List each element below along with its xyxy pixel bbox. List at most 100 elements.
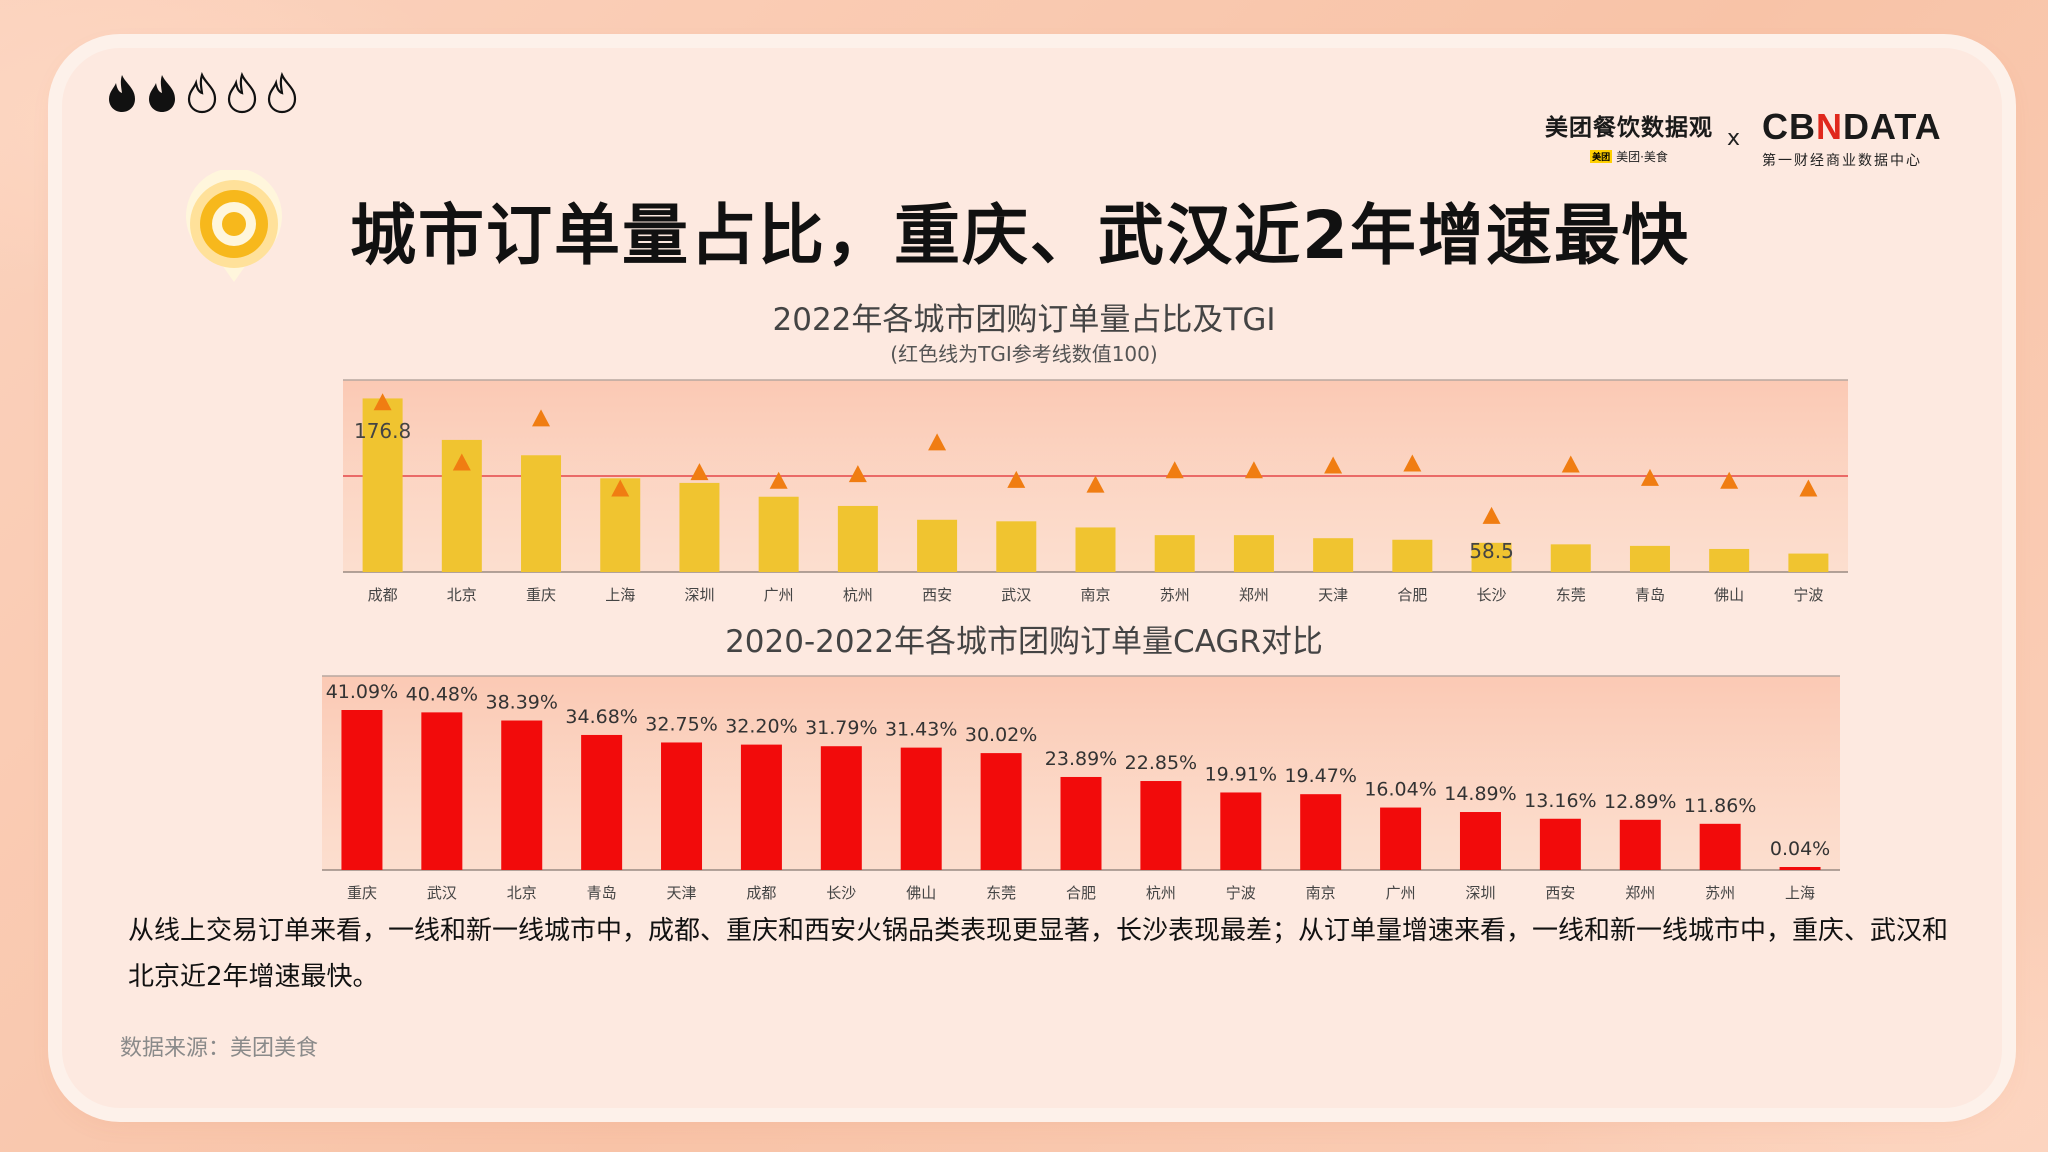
cagr-bar [661,742,703,870]
meituan-logo-icon: 美团 [1590,150,1613,163]
cagr-bar [900,747,942,870]
chart1-tick-label: 广州 [764,586,794,604]
flame-filled-icon [149,75,175,112]
share-bar [996,521,1037,572]
chart2-tick-label: 重庆 [347,884,377,902]
share-bar [1471,542,1512,572]
cagr-bar [1539,818,1581,870]
share-bar [1709,548,1750,572]
cagr-value-label: 11.86% [1684,795,1756,817]
chart1-tick-label: 东莞 [1556,586,1586,604]
share-bar [1233,535,1274,572]
cagr-value-label: 16.04% [1364,779,1436,801]
chart1-tick-label: 成都 [368,586,398,604]
tgi-marker [1640,468,1659,486]
chart1-tick-label: 西安 [922,586,952,604]
cagr-bar [1380,807,1422,870]
cagr-bar [980,753,1022,870]
share-bar [1154,535,1195,572]
cagr-bar [820,746,862,870]
chart1-tick-label: 天津 [1318,586,1348,604]
chart1-tick-label: 青岛 [1635,586,1665,604]
description-text: 从线上交易订单来看，一线和新一线城市中，成都、重庆和西安火锅品类表现更显著，长沙… [128,916,1949,992]
brand-meituan-tag: 美团 美团·美食 [1544,148,1714,165]
chart2-tick-label: 佛山 [906,884,936,902]
share-bar [1629,545,1670,572]
brand-meituan-tag-text: 美团·美食 [1616,150,1668,164]
share-bar [1313,538,1354,572]
chart2-tick-label: 东莞 [986,884,1016,902]
chart2-tick-label: 宁波 [1226,884,1256,902]
chart2-tick-label: 西安 [1545,884,1575,902]
share-bar [1788,553,1829,572]
cagr-bar [1699,823,1741,870]
tgi-marker [1324,456,1343,474]
flame-outline-icon [187,72,217,114]
cagr-value-label: 31.43% [885,719,957,741]
cagr-value-label: 12.89% [1604,791,1676,813]
share-bar [521,455,562,572]
share-bar [362,398,403,572]
share-bar [837,505,878,572]
cagr-value-label: 30.02% [965,724,1037,746]
cagr-value-label: 41.09% [326,681,398,703]
chart2-tick-label: 北京 [507,884,537,902]
cagr-bar [740,744,782,870]
brand-cbndata: CBNDATA 第一财经商业数据中心 [1762,106,1942,170]
chart1-tick-label: 合肥 [1397,586,1427,604]
cagr-value-label: 23.89% [1045,748,1117,770]
tgi-marker [690,463,709,481]
flame-outline-icon [227,72,257,114]
chart1-tick-label: 重庆 [526,586,556,604]
cagr-value-label: 19.91% [1205,763,1277,785]
chart2-tick-label: 苏州 [1705,884,1735,902]
share-bar [679,482,720,572]
tgi-marker [1799,479,1818,497]
brand-meituan: 美团餐饮数据观 美团 美团·美食 [1544,108,1714,165]
brand-meituan-name: 美团餐饮数据观 [1545,115,1713,141]
chart2-title: 2020-2022年各城市团购订单量CAGR对比 [725,624,1323,660]
cagr-bar [1619,819,1661,870]
cagr-bar [1459,812,1501,870]
cagr-value-label: 0.04% [1770,838,1830,860]
tgi-marker [1561,455,1580,473]
chart1-tick-label: 佛山 [1714,586,1744,604]
tgi-marker [1086,475,1105,493]
chart1-tick-label: 杭州 [843,586,873,604]
cagr-value-label: 32.20% [725,716,797,738]
cagr-value-label: 38.39% [486,692,558,714]
content-card [62,48,2002,1108]
tgi-data-label: 58.5 [1469,539,1514,563]
cbndata-logo: CBNDATA [1762,106,1942,147]
chart2-tick-label: 深圳 [1465,884,1495,902]
chart2-tick-label: 武汉 [427,884,457,902]
chart1-tick-label: 长沙 [1477,586,1507,604]
share-bar [917,519,958,572]
cagr-bar [341,710,383,870]
brand-separator: x [1727,126,1741,151]
share-bar [1550,544,1591,572]
tgi-marker [1244,461,1263,479]
tgi-marker [928,433,947,451]
tgi-marker [848,465,867,483]
chart1-tick-label: 宁波 [1793,586,1823,604]
tgi-marker [373,393,392,411]
source-note: 数据来源：美团美食 [120,1036,319,1061]
cagr-value-label: 14.89% [1444,783,1516,805]
tgi-data-label: 176.8 [354,419,411,443]
cagr-bar [1779,867,1821,870]
tgi-marker [1007,470,1026,488]
tgi-marker [769,471,788,489]
page-title: 城市订单量占比，重庆、武汉近2年增速最快 [350,197,1690,274]
chart2-tick-label: 青岛 [587,884,617,902]
rating-flames [104,72,300,114]
chart1-tick-label: 北京 [447,586,477,604]
chart1-tick-label: 武汉 [1001,586,1031,604]
flame-outline-icon [267,72,297,114]
share-bar [1392,539,1433,572]
cagr-value-label: 13.16% [1524,790,1596,812]
cagr-value-label: 34.68% [565,706,637,728]
cagr-value-label: 22.85% [1125,752,1197,774]
share-bar [758,496,799,572]
